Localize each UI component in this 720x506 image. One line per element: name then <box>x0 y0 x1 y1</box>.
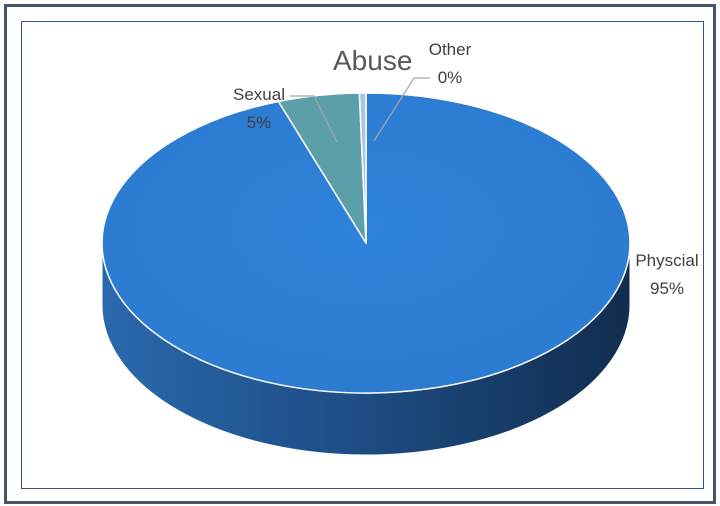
data-label-other-category: Other <box>429 40 472 59</box>
pie-slices <box>101 92 631 394</box>
slice-other[interactable] <box>358 92 367 244</box>
data-labels: Physcial 95% Sexual 5% Other 0% <box>233 40 699 298</box>
data-label-sexual-category: Sexual <box>233 85 285 104</box>
chart-frame: Abuse Physcial 95% Sexual 5% Other 0% <box>4 4 716 504</box>
data-label-other-percent: 0% <box>438 68 463 87</box>
pie-chart: Abuse Physcial 95% Sexual 5% Other 0% <box>101 40 699 456</box>
leader-line-other <box>373 77 430 142</box>
leader-lines <box>290 77 430 143</box>
data-label-physcial-percent: 95% <box>650 279 684 298</box>
leader-line-sexual <box>290 95 338 143</box>
chart-title: Abuse <box>333 45 412 76</box>
data-label-physcial-category: Physcial <box>635 251 698 270</box>
chart-area: Abuse Physcial 95% Sexual 5% Other 0% <box>21 21 704 489</box>
data-label-sexual-percent: 5% <box>247 113 272 132</box>
